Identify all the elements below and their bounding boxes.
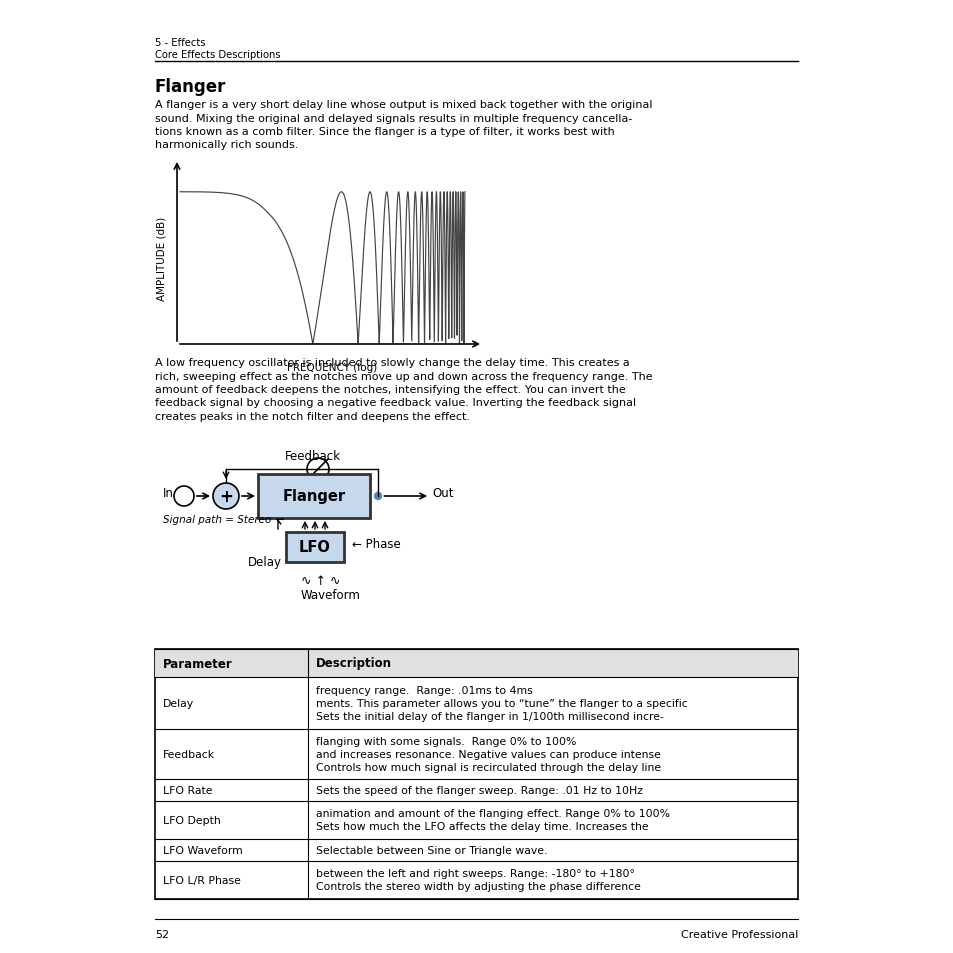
Text: Sets how much the LFO affects the delay time. Increases the: Sets how much the LFO affects the delay … [315,821,648,832]
Text: Flanger: Flanger [282,489,345,504]
Text: Waveform: Waveform [301,588,360,601]
Text: animation and amount of the flanging effect. Range 0% to 100%: animation and amount of the flanging eff… [315,809,669,819]
Text: sound. Mixing the original and delayed signals results in multiple frequency can: sound. Mixing the original and delayed s… [154,113,632,123]
Text: Creative Professional: Creative Professional [679,929,797,939]
Text: creates peaks in the notch filter and deepens the effect.: creates peaks in the notch filter and de… [154,412,470,421]
Circle shape [213,483,239,510]
Text: Delay: Delay [163,699,193,708]
Text: Controls how much signal is recirculated through the delay line: Controls how much signal is recirculated… [315,762,660,772]
Text: FREQUENCY (log): FREQUENCY (log) [287,363,377,373]
Text: LFO: LFO [298,540,331,555]
Text: Selectable between Sine or Triangle wave.: Selectable between Sine or Triangle wave… [315,845,547,855]
Text: between the left and right sweeps. Range: -180° to +180°: between the left and right sweeps. Range… [315,868,634,879]
Bar [154,649,797,678]
Bar [286,533,344,562]
Text: flanging with some signals.  Range 0% to 100%: flanging with some signals. Range 0% to … [315,737,576,746]
Text: amount of feedback deepens the notches, intensifying the effect. You can invert : amount of feedback deepens the notches, … [154,385,625,395]
Text: harmonically rich sounds.: harmonically rich sounds. [154,140,298,151]
Text: LFO Depth: LFO Depth [163,815,220,825]
Text: Flanger: Flanger [154,78,226,96]
Text: 52: 52 [154,929,169,939]
Text: A low frequency oscillator is included to slowly change the delay time. This cre: A low frequency oscillator is included t… [154,357,629,368]
Bar [154,649,797,899]
Text: Feedback: Feedback [163,749,214,760]
Text: ∿ ↑ ∿: ∿ ↑ ∿ [301,575,340,587]
Text: LFO L/R Phase: LFO L/R Phase [163,875,240,885]
Text: 5 - Effects: 5 - Effects [154,38,205,48]
Text: Description: Description [315,657,392,670]
Text: AMPLITUDE (dB): AMPLITUDE (dB) [157,216,167,300]
Text: In: In [163,487,173,500]
Text: Core Effects Descriptions: Core Effects Descriptions [154,50,280,60]
Text: A flanger is a very short delay line whose output is mixed back together with th: A flanger is a very short delay line who… [154,100,652,110]
Text: Feedback: Feedback [285,450,340,462]
Text: tions known as a comb filter. Since the flanger is a type of filter, it works be: tions known as a comb filter. Since the … [154,127,614,137]
Text: Signal path = Stereo: Signal path = Stereo [163,515,271,524]
Text: Delay: Delay [248,556,282,568]
Text: LFO Waveform: LFO Waveform [163,845,242,855]
Text: LFO Rate: LFO Rate [163,785,213,795]
Text: Sets the speed of the flanger sweep. Range: .01 Hz to 10Hz: Sets the speed of the flanger sweep. Ran… [315,785,642,795]
Text: ments. This parameter allows you to “tune” the flanger to a specific: ments. This parameter allows you to “tun… [315,699,687,708]
Text: and increases resonance. Negative values can produce intense: and increases resonance. Negative values… [315,749,660,760]
Text: Out: Out [432,487,453,500]
Text: ← Phase: ← Phase [352,537,400,551]
Text: rich, sweeping effect as the notches move up and down across the frequency range: rich, sweeping effect as the notches mov… [154,371,652,381]
Text: +: + [219,488,233,505]
Text: Controls the stereo width by adjusting the phase difference: Controls the stereo width by adjusting t… [315,882,640,892]
Circle shape [375,493,381,500]
Text: feedback signal by choosing a negative feedback value. Inverting the feedback si: feedback signal by choosing a negative f… [154,398,636,408]
Text: Parameter: Parameter [163,657,233,670]
Text: frequency range.  Range: .01ms to 4ms: frequency range. Range: .01ms to 4ms [315,685,532,696]
Text: Sets the initial delay of the flanger in 1/100th millisecond incre-: Sets the initial delay of the flanger in… [315,711,663,721]
Bar [257,475,370,518]
